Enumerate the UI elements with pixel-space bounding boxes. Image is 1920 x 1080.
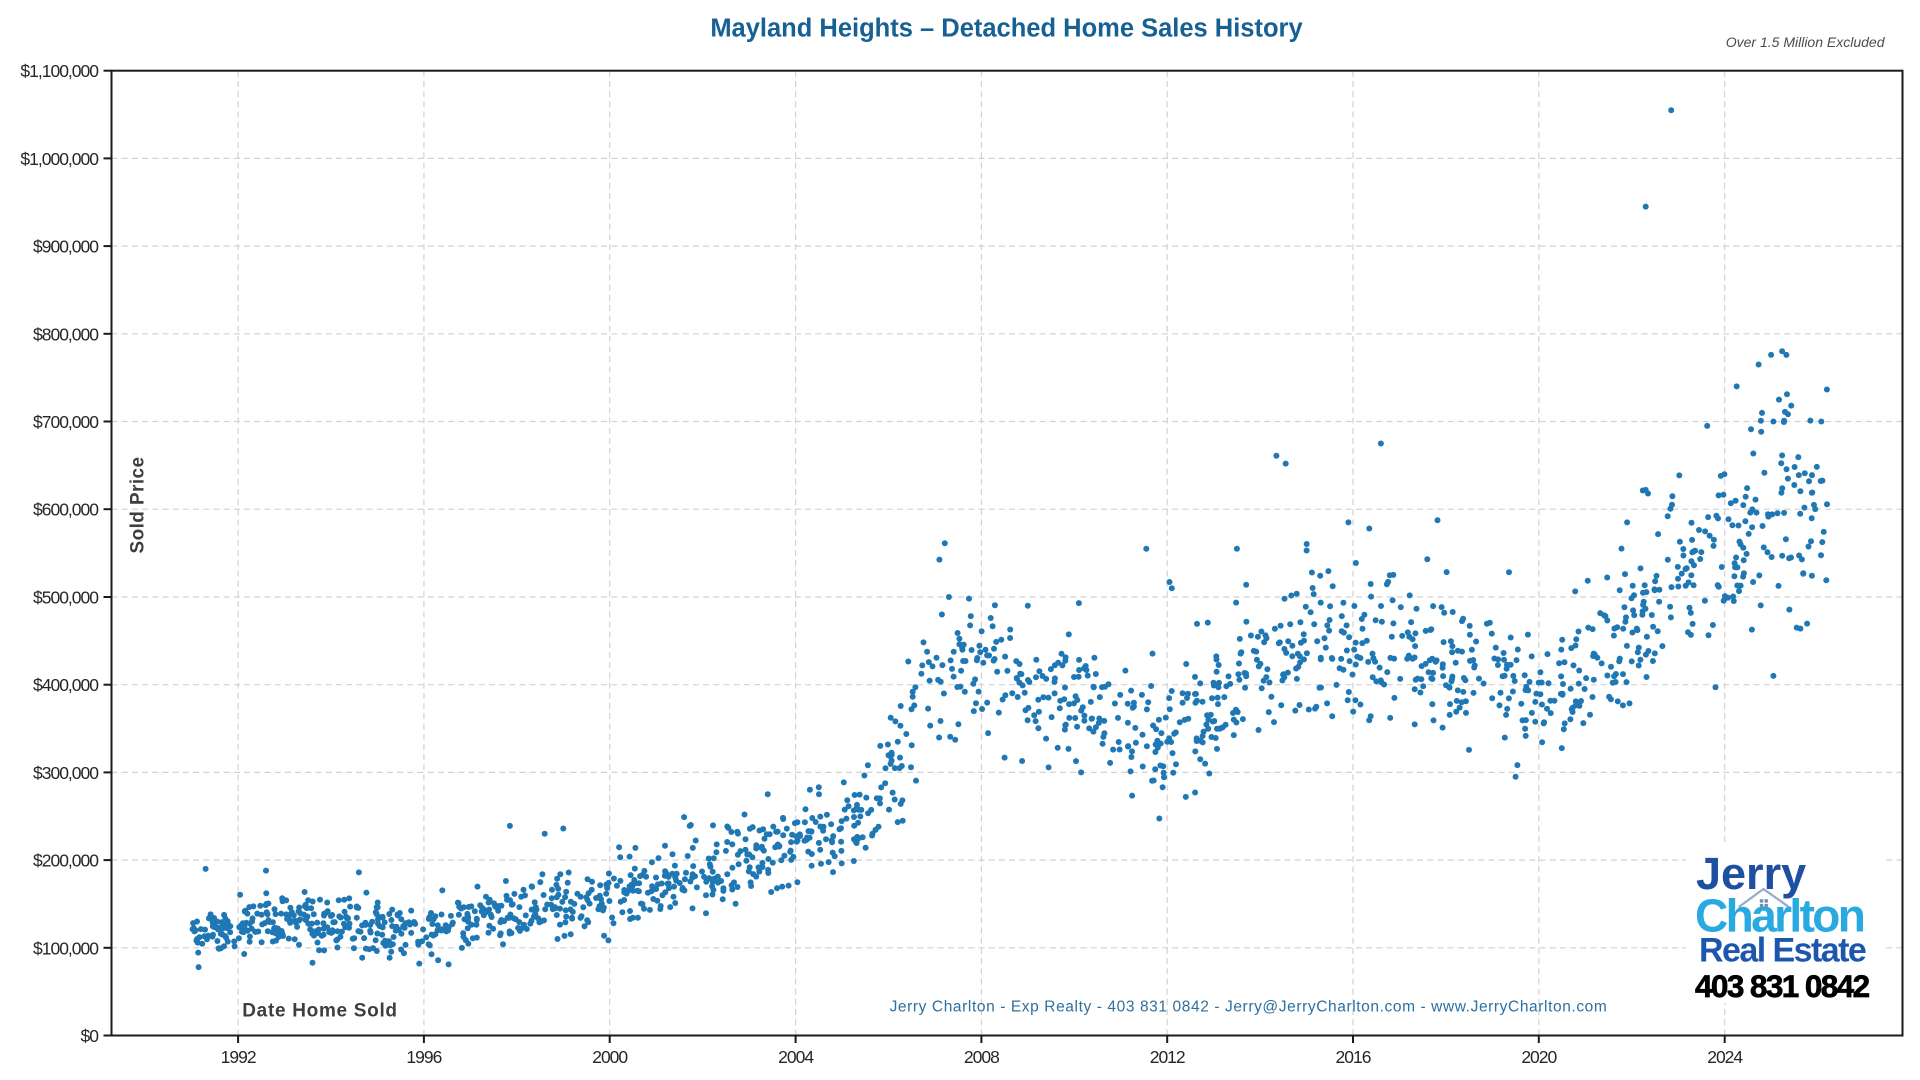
svg-text:2012: 2012 xyxy=(1150,1047,1185,1067)
svg-text:2004: 2004 xyxy=(778,1047,814,1067)
svg-text:$1,000,000: $1,000,000 xyxy=(20,149,99,169)
svg-text:$900,000: $900,000 xyxy=(33,237,99,257)
svg-text:$700,000: $700,000 xyxy=(33,412,99,432)
svg-text:2000: 2000 xyxy=(592,1047,628,1067)
svg-text:$200,000: $200,000 xyxy=(33,851,99,871)
svg-text:$800,000: $800,000 xyxy=(33,324,99,344)
svg-text:Date Home Sold: Date Home Sold xyxy=(242,1001,398,1022)
svg-text:$600,000: $600,000 xyxy=(33,500,99,520)
svg-text:403 831 0842: 403 831 0842 xyxy=(1695,968,1870,1004)
svg-text:Real Estate: Real Estate xyxy=(1699,932,1866,970)
svg-text:2020: 2020 xyxy=(1521,1047,1557,1067)
svg-text:2008: 2008 xyxy=(964,1047,999,1067)
svg-text:$0: $0 xyxy=(81,1026,100,1046)
svg-text:$1,100,000: $1,100,000 xyxy=(20,61,99,81)
svg-text:2016: 2016 xyxy=(1336,1047,1371,1067)
svg-text:$100,000: $100,000 xyxy=(33,938,99,958)
svg-text:1996: 1996 xyxy=(406,1047,441,1067)
svg-text:Jerry Charlton - Exp Realty -: Jerry Charlton - Exp Realty - 403 831 08… xyxy=(890,999,1608,1016)
svg-text:Jerry: Jerry xyxy=(1696,848,1806,899)
svg-text:Sold Price: Sold Price xyxy=(128,457,149,554)
svg-text:1992: 1992 xyxy=(221,1047,256,1067)
svg-text:Over 1.5 Million Excluded: Over 1.5 Million Excluded xyxy=(1726,34,1886,50)
svg-text:Charlton: Charlton xyxy=(1695,890,1864,942)
svg-text:$300,000: $300,000 xyxy=(33,763,99,783)
svg-text:Mayland Heights – Detached Hom: Mayland Heights – Detached Home Sales Hi… xyxy=(710,15,1303,43)
svg-text:$400,000: $400,000 xyxy=(33,675,99,695)
svg-text:2024: 2024 xyxy=(1707,1047,1743,1067)
svg-text:$500,000: $500,000 xyxy=(33,588,99,608)
